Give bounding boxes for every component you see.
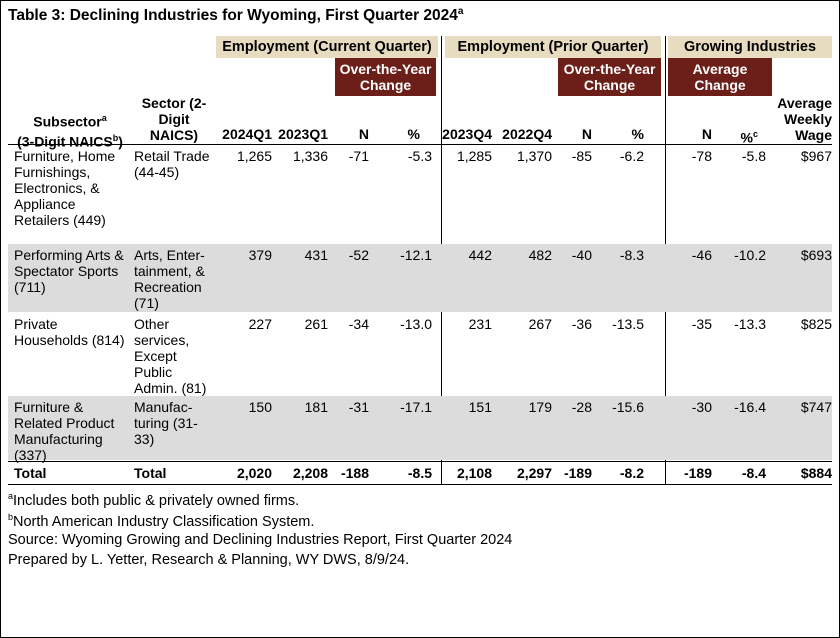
- cell-n-current: -31: [348, 399, 369, 415]
- cell-2023q4: 2,108: [456, 465, 492, 481]
- header-rule: [8, 144, 832, 145]
- table-row: Performing Arts & Spectator Sports (711)…: [8, 244, 832, 312]
- cell-2023q4: 231: [468, 316, 492, 332]
- table-row: Furniture, Home Furnishings, Electronics…: [8, 145, 832, 243]
- cell-2022q4: 2,297: [516, 465, 552, 481]
- cell-sector: Retail Trade (44-45): [134, 148, 210, 180]
- cell-n-current: -188: [340, 465, 369, 481]
- header-pct-current: %: [407, 126, 420, 142]
- subgroup-prior-change: Over-the-Year Change: [558, 58, 661, 96]
- cell-2022q4: 267: [528, 316, 552, 332]
- cell-subsector: Furniture & Related Product Manufacturin…: [14, 399, 115, 463]
- cell-pct-current: -13.0: [400, 316, 432, 332]
- cell-n-prior: -85: [571, 148, 592, 164]
- cell-n-average: -30: [691, 399, 712, 415]
- cell-pct-current: -12.1: [400, 247, 432, 263]
- table-bottom-rule: [8, 484, 832, 485]
- cell-subsector: Private Households (814): [14, 316, 125, 348]
- cell-pct-average: -13.3: [734, 316, 766, 332]
- header-n-current: N: [358, 126, 369, 142]
- subgroup-average-change: Average Change: [668, 58, 772, 96]
- cell-subsector: Furniture, Home Furnishings, Electronics…: [14, 148, 116, 228]
- cell-pct-average: -5.8: [741, 148, 766, 164]
- cell-weekly-wage: $747: [800, 399, 832, 415]
- cell-2024q1: 227: [248, 316, 272, 332]
- header-n-prior: N: [581, 126, 592, 142]
- header-pct-prior: %: [631, 126, 644, 142]
- header-2022q4: 2022Q4: [502, 126, 552, 142]
- footnote-b: bNorth American Industry Classification …: [8, 512, 315, 530]
- cell-n-current: -34: [348, 316, 369, 332]
- cell-2024q1: 379: [248, 247, 272, 263]
- cell-2022q4: 482: [528, 247, 552, 263]
- header-2024q1: 2024Q1: [222, 126, 272, 142]
- cell-pct-current: -17.1: [400, 399, 432, 415]
- cell-n-prior: -40: [571, 247, 592, 263]
- cell-n-current: -52: [348, 247, 369, 263]
- cell-pct-current: -8.5: [407, 465, 432, 481]
- cell-2024q1: 1,265: [236, 148, 272, 164]
- table-title: Table 3: Declining Industries for Wyomin…: [8, 6, 464, 25]
- table-row: Private Households (814) Other services,…: [8, 313, 832, 396]
- cell-pct-average: -10.2: [734, 247, 766, 263]
- cell-2024q1: 150: [248, 399, 272, 415]
- header-pct-average: %c: [740, 129, 758, 146]
- cell-pct-prior: -8.2: [619, 465, 644, 481]
- cell-sector: Arts, Enter-tainment, & Recreation (71): [134, 247, 205, 311]
- cell-n-average: -35: [691, 316, 712, 332]
- cell-n-prior: -189: [563, 465, 592, 481]
- cell-pct-prior: -13.5: [612, 316, 644, 332]
- cell-weekly-wage: $825: [800, 316, 832, 332]
- cell-weekly-wage: $967: [800, 148, 832, 164]
- header-n-average: N: [701, 126, 712, 142]
- cell-2023q1: 1,336: [292, 148, 328, 164]
- cell-2023q4: 442: [468, 247, 492, 263]
- header-2023q4: 2023Q4: [442, 126, 492, 142]
- subgroup-current-change: Over-the-Year Change: [335, 58, 436, 96]
- cell-pct-prior: -8.3: [619, 247, 644, 263]
- header-sector: Sector (2-Digit NAICS): [141, 95, 207, 143]
- cell-2022q4: 179: [528, 399, 552, 415]
- cell-2022q4: 1,370: [516, 148, 552, 164]
- total-rule: [8, 461, 832, 462]
- group-prior-quarter: Employment (Prior Quarter): [445, 36, 661, 58]
- cell-n-prior: -36: [571, 316, 592, 332]
- cell-2023q1: 431: [304, 247, 328, 263]
- cell-n-average: -46: [691, 247, 712, 263]
- header-average-weekly-wage: Average Weekly Wage: [777, 95, 832, 143]
- cell-pct-prior: -6.2: [619, 148, 644, 164]
- cell-sector: Manufac-turing (31-33): [134, 399, 198, 447]
- cell-n-average: -78: [691, 148, 712, 164]
- cell-n-average: -189: [683, 465, 712, 481]
- header-2023q1: 2023Q1: [278, 126, 328, 142]
- cell-2024q1: 2,020: [236, 465, 272, 481]
- cell-n-prior: -28: [571, 399, 592, 415]
- cell-subsector: Performing Arts & Spectator Sports (711): [14, 247, 124, 295]
- cell-2023q4: 151: [468, 399, 492, 415]
- cell-pct-current: -5.3: [407, 148, 432, 164]
- cell-pct-prior: -15.6: [612, 399, 644, 415]
- cell-2023q1: 181: [304, 399, 328, 415]
- prepared-by-note: Prepared by L. Yetter, Research & Planni…: [8, 552, 410, 568]
- cell-subsector: Total: [14, 465, 47, 481]
- table-row: Furniture & Related Product Manufacturin…: [8, 396, 832, 463]
- cell-weekly-wage: $884: [800, 465, 832, 481]
- cell-pct-average: -8.4: [741, 465, 766, 481]
- cell-n-current: -71: [348, 148, 369, 164]
- cell-2023q4: 1,285: [456, 148, 492, 164]
- total-row: Total Total 2,020 2,208 -188 -8.5 2,108 …: [8, 462, 832, 484]
- source-note: Source: Wyoming Growing and Declining In…: [8, 532, 513, 548]
- cell-weekly-wage: $693: [800, 247, 832, 263]
- cell-pct-average: -16.4: [734, 399, 766, 415]
- cell-2023q1: 2,208: [292, 465, 328, 481]
- cell-2023q1: 261: [304, 316, 328, 332]
- group-growing-industries: Growing Industries: [668, 36, 832, 58]
- group-current-quarter: Employment (Current Quarter): [216, 36, 438, 58]
- cell-sector: Other services, Except Public Admin. (81…: [134, 316, 207, 396]
- footnote-a: aIncludes both public & privately owned …: [8, 491, 300, 509]
- cell-sector: Total: [134, 465, 167, 481]
- header-subsector: Subsectora (3-Digit NAICSb): [17, 113, 123, 150]
